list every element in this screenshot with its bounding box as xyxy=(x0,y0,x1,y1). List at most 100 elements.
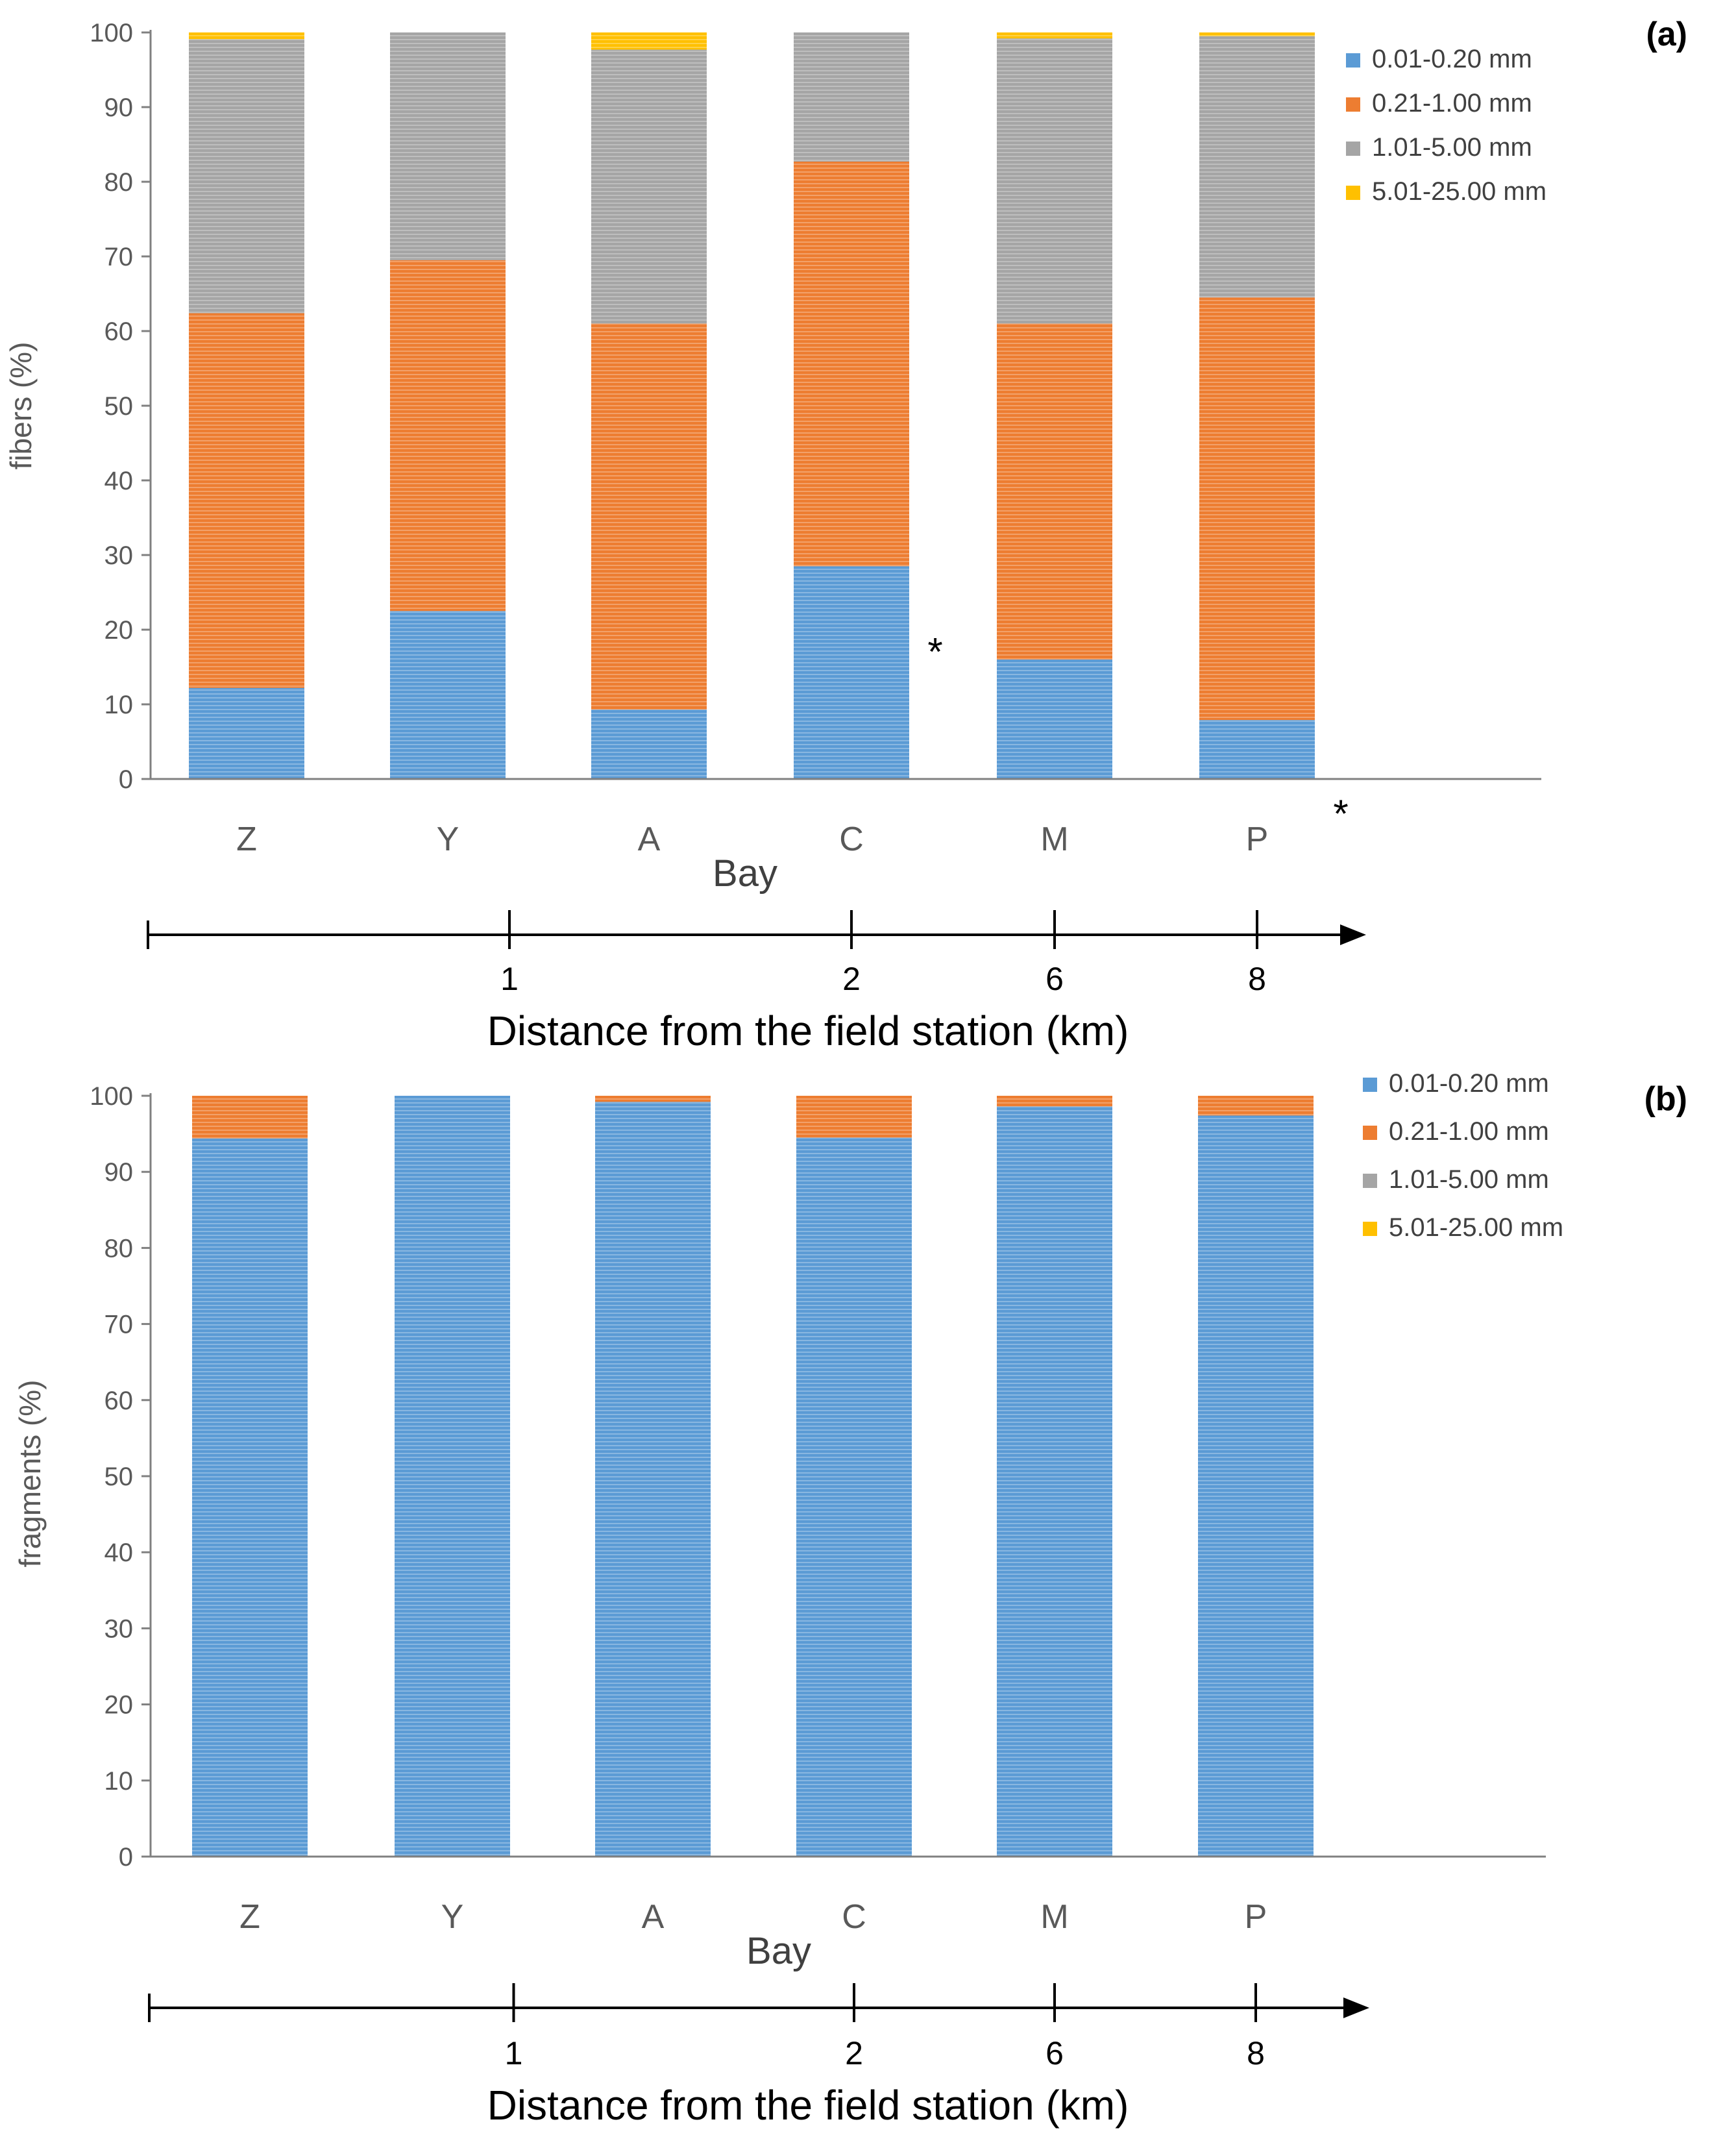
y-tick-label: 50 xyxy=(104,1463,134,1491)
bar-segment-texture xyxy=(189,32,304,40)
legend-label: 0.01-0.20 mm xyxy=(1372,45,1532,73)
category-label: C xyxy=(842,1898,866,1936)
category-label: Y xyxy=(437,821,459,858)
bar-segment-texture xyxy=(591,710,707,779)
legend-label: 0.21-1.00 mm xyxy=(1372,89,1532,117)
y-tick-label: 30 xyxy=(104,541,134,570)
bar-segment-texture xyxy=(1198,1096,1314,1116)
y-tick-label: 60 xyxy=(104,317,134,346)
bar-segment-texture xyxy=(1199,720,1315,779)
distance-tick-label: 6 xyxy=(1045,2035,1064,2071)
y-tick-label: 20 xyxy=(104,616,134,645)
significance-marker: * xyxy=(927,630,942,673)
bar-segment-texture xyxy=(997,1096,1112,1107)
bar-segment-texture xyxy=(997,660,1112,779)
legend-swatch xyxy=(1346,142,1360,156)
legend-swatch xyxy=(1363,1126,1377,1140)
category-label: C xyxy=(839,821,864,858)
bar-segment-texture xyxy=(595,1096,711,1102)
bar-segment-texture xyxy=(796,1137,912,1857)
distance-tick-label: 2 xyxy=(845,2035,863,2071)
y-tick-label: 90 xyxy=(104,1158,134,1187)
y-tick-label: 80 xyxy=(104,1234,134,1263)
bar-segment-texture xyxy=(1198,1115,1314,1857)
bar-segment-texture xyxy=(794,566,909,779)
bar-segment-texture xyxy=(192,1096,308,1139)
distance-axis-title: Distance from the field station (km) xyxy=(487,1007,1129,1054)
y-tick-label: 90 xyxy=(104,93,134,122)
bar-segment-texture xyxy=(1199,36,1315,298)
y-tick-label: 100 xyxy=(90,1082,133,1111)
bar-segment-texture xyxy=(390,260,506,612)
y-tick-label: 0 xyxy=(119,1843,133,1872)
legend-label: 5.01-25.00 mm xyxy=(1389,1213,1563,1242)
significance-marker: * xyxy=(1333,792,1348,835)
bar-segment-texture xyxy=(591,323,707,710)
bar-segment-texture xyxy=(189,39,304,314)
legend-swatch xyxy=(1346,97,1360,112)
y-tick-label: 60 xyxy=(104,1387,134,1415)
bar-segment-texture xyxy=(997,1106,1112,1857)
y-tick-label: 70 xyxy=(104,243,134,271)
bar-segment-texture xyxy=(395,1096,510,1857)
category-label: M xyxy=(1040,821,1068,858)
y-tick-label: 40 xyxy=(104,467,134,495)
bar-segment-texture xyxy=(390,611,506,779)
bar-segment-texture xyxy=(595,1102,711,1857)
y-axis-title: fragments (%) xyxy=(13,1380,47,1568)
y-tick-label: 100 xyxy=(90,19,133,47)
legend-swatch xyxy=(1363,1174,1377,1188)
y-tick-label: 40 xyxy=(104,1538,134,1567)
y-tick-label: 0 xyxy=(119,765,133,794)
legend-swatch xyxy=(1346,53,1360,68)
distance-tick-label: 8 xyxy=(1248,961,1266,997)
distance-tick-label: 8 xyxy=(1247,2035,1265,2071)
y-tick-label: 10 xyxy=(104,1767,134,1796)
bar-segment-texture xyxy=(390,32,506,260)
bar-segment-texture xyxy=(1199,32,1315,36)
legend-label: 5.01-25.00 mm xyxy=(1372,177,1547,206)
category-label: A xyxy=(642,1898,665,1936)
category-label: Y xyxy=(441,1898,464,1936)
bar-segment-texture xyxy=(189,313,304,688)
y-tick-label: 50 xyxy=(104,392,134,421)
bar-segment-texture xyxy=(189,687,304,779)
category-label: P xyxy=(1246,821,1269,858)
category-label: A xyxy=(638,821,661,858)
bar-segment-texture xyxy=(997,323,1112,660)
category-label: Z xyxy=(239,1898,260,1936)
y-axis-title: fibers (%) xyxy=(4,342,38,470)
x-axis-title: Bay xyxy=(746,1930,811,1972)
distance-tick-label: 1 xyxy=(505,2035,523,2071)
distance-axis-arrowhead xyxy=(1343,1997,1369,2018)
bar-segment-texture xyxy=(192,1138,308,1857)
legend-swatch xyxy=(1363,1222,1377,1236)
panel-label: (a) xyxy=(1646,16,1687,53)
legend-label: 0.21-1.00 mm xyxy=(1389,1117,1549,1146)
legend-label: 0.01-0.20 mm xyxy=(1389,1069,1549,1098)
category-label: P xyxy=(1245,1898,1267,1936)
bar-segment-texture xyxy=(794,161,909,567)
panel-label: (b) xyxy=(1644,1080,1687,1118)
bar-segment-texture xyxy=(1199,297,1315,721)
bar-segment-texture xyxy=(796,1096,912,1138)
legend-swatch xyxy=(1346,186,1360,200)
y-tick-label: 70 xyxy=(104,1311,134,1339)
bar-segment-texture xyxy=(794,32,909,162)
distance-axis-arrowhead xyxy=(1340,924,1366,945)
category-label: M xyxy=(1040,1898,1068,1936)
y-tick-label: 10 xyxy=(104,691,134,719)
category-label: Z xyxy=(236,821,257,858)
y-tick-label: 80 xyxy=(104,168,134,197)
distance-tick-label: 6 xyxy=(1045,961,1064,997)
y-tick-label: 20 xyxy=(104,1691,134,1720)
x-axis-title: Bay xyxy=(713,852,777,895)
chart-panel-a: 0 10 20 30 40 50 60 70 80 90 100 Z Y A C M P * * fibers (%)… xyxy=(4,16,1687,1054)
legend-label: 1.01-5.00 mm xyxy=(1372,133,1532,162)
bar-segment-texture xyxy=(591,32,707,50)
bar-segment-texture xyxy=(997,32,1112,39)
legend-label: 1.01-5.00 mm xyxy=(1389,1165,1549,1194)
y-tick-label: 30 xyxy=(104,1614,134,1643)
